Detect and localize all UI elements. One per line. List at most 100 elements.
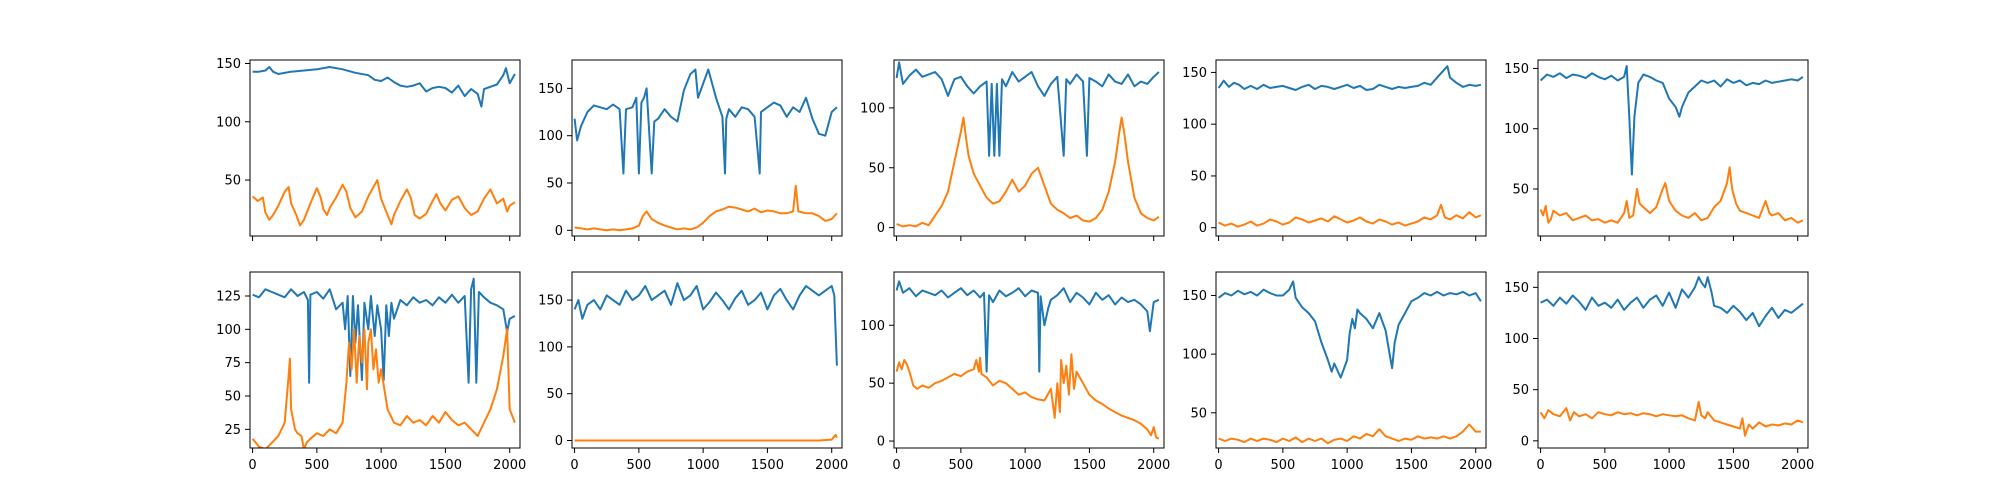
x-tick-label: 1000	[687, 458, 720, 473]
y-tick-label: 0	[877, 435, 885, 450]
y-tick-label: 50	[1190, 406, 1207, 421]
x-tick-label: 1500	[1395, 458, 1428, 473]
plot-frame	[893, 59, 1165, 237]
subplot-6: 25 50 75 100 125 0 500 1000 1500 2000	[216, 271, 526, 473]
plot-frame	[249, 59, 521, 237]
x-tick-label: 1500	[429, 458, 462, 473]
y-tick-label: 100	[216, 115, 241, 130]
x-tick-label: 0	[1214, 458, 1222, 473]
subplot-3: 0 50 100	[860, 59, 1165, 241]
plot-frame	[1537, 59, 1809, 237]
y-tick-label: 100	[538, 129, 563, 144]
y-tick-label: 0	[877, 221, 885, 236]
x-tick-label: 1000	[365, 458, 398, 473]
plot-frame	[1537, 271, 1809, 449]
x-tick-label: 0	[570, 458, 578, 473]
plot-frame	[1215, 59, 1487, 237]
x-tick-label: 500	[1592, 458, 1617, 473]
y-tick-label: 100	[1504, 332, 1529, 347]
y-tick-label: 0	[1521, 434, 1529, 449]
x-tick-label: 500	[948, 458, 973, 473]
y-tick-label: 150	[538, 82, 563, 97]
series-line-blue	[895, 280, 1160, 373]
y-tick-label: 50	[546, 177, 563, 192]
y-tick-label: 150	[1504, 281, 1529, 296]
x-tick-label: 1000	[1331, 458, 1364, 473]
series-line-blue	[252, 277, 516, 384]
y-tick-label: 50	[1512, 383, 1529, 398]
series-line-orange	[1539, 401, 1804, 437]
series-line-orange	[895, 353, 1160, 440]
x-tick-label: 2000	[1459, 458, 1492, 473]
y-tick-label: 50	[546, 387, 563, 402]
y-tick-label: 0	[1199, 221, 1207, 236]
plot-frame	[893, 271, 1165, 449]
series-line-blue	[895, 61, 1160, 157]
y-tick-label: 150	[216, 57, 241, 72]
y-tick-label: 150	[1182, 289, 1207, 304]
y-tick-label: 150	[538, 294, 563, 309]
y-tick-label: 100	[1504, 122, 1529, 137]
y-tick-label: 25	[224, 423, 241, 438]
y-tick-label: 50	[224, 390, 241, 405]
y-tick-label: 100	[1182, 348, 1207, 363]
series-line-blue	[573, 68, 838, 175]
series-line-orange	[574, 184, 838, 232]
x-tick-label: 1000	[1653, 458, 1686, 473]
x-tick-label: 2000	[493, 458, 526, 473]
subplot-2: 0 50 100 150	[538, 59, 843, 241]
x-tick-label: 0	[1536, 458, 1544, 473]
plot-frame	[249, 271, 521, 449]
series-line-orange	[251, 179, 516, 227]
y-tick-label: 0	[555, 434, 563, 449]
x-tick-label: 2000	[1137, 458, 1170, 473]
plot-frame	[571, 59, 843, 237]
x-tick-label: 2000	[815, 458, 848, 473]
x-tick-label: 1500	[751, 458, 784, 473]
y-tick-label: 100	[538, 340, 563, 355]
series-line-blue	[1218, 280, 1482, 379]
x-tick-label: 1500	[1717, 458, 1750, 473]
series-line-blue	[573, 282, 838, 366]
series-line-blue	[252, 66, 516, 108]
y-tick-label: 50	[224, 174, 241, 189]
plot-frame	[571, 271, 843, 449]
x-tick-label: 500	[304, 458, 329, 473]
y-tick-label: 50	[1512, 182, 1529, 197]
x-tick-label: 1000	[1009, 458, 1042, 473]
x-tick-label: 0	[248, 458, 256, 473]
x-tick-label: 1500	[1073, 458, 1106, 473]
series-line-orange	[1218, 423, 1481, 445]
x-tick-label: 500	[626, 458, 651, 473]
y-tick-label: 50	[868, 377, 885, 392]
series-line-orange	[251, 328, 516, 448]
y-tick-label: 75	[224, 356, 241, 371]
y-tick-label: 100	[860, 319, 885, 334]
subplot-5: 50 100 150	[1504, 59, 1809, 241]
y-tick-label: 150	[1504, 62, 1529, 77]
y-tick-label: 50	[1190, 169, 1207, 184]
series-line-orange	[574, 433, 838, 442]
subplot-1: 50 100 150	[216, 57, 521, 241]
y-tick-label: 100	[1182, 118, 1207, 133]
series-line-blue	[1217, 65, 1482, 91]
y-tick-label: 125	[216, 290, 241, 305]
series-line-blue	[1539, 65, 1804, 176]
x-tick-label: 0	[892, 458, 900, 473]
series-line-orange	[1539, 166, 1804, 224]
x-tick-label: 2000	[1781, 458, 1814, 473]
y-tick-label: 150	[1182, 66, 1207, 81]
series-line-orange	[1218, 203, 1482, 228]
series-line-orange	[896, 116, 1160, 228]
y-tick-label: 0	[555, 224, 563, 239]
plot-frame	[1215, 271, 1487, 449]
y-tick-label: 50	[868, 161, 885, 176]
subplot-4: 0 50 100 150	[1182, 59, 1487, 241]
series-line-blue	[1540, 276, 1804, 328]
y-tick-label: 100	[860, 101, 885, 116]
